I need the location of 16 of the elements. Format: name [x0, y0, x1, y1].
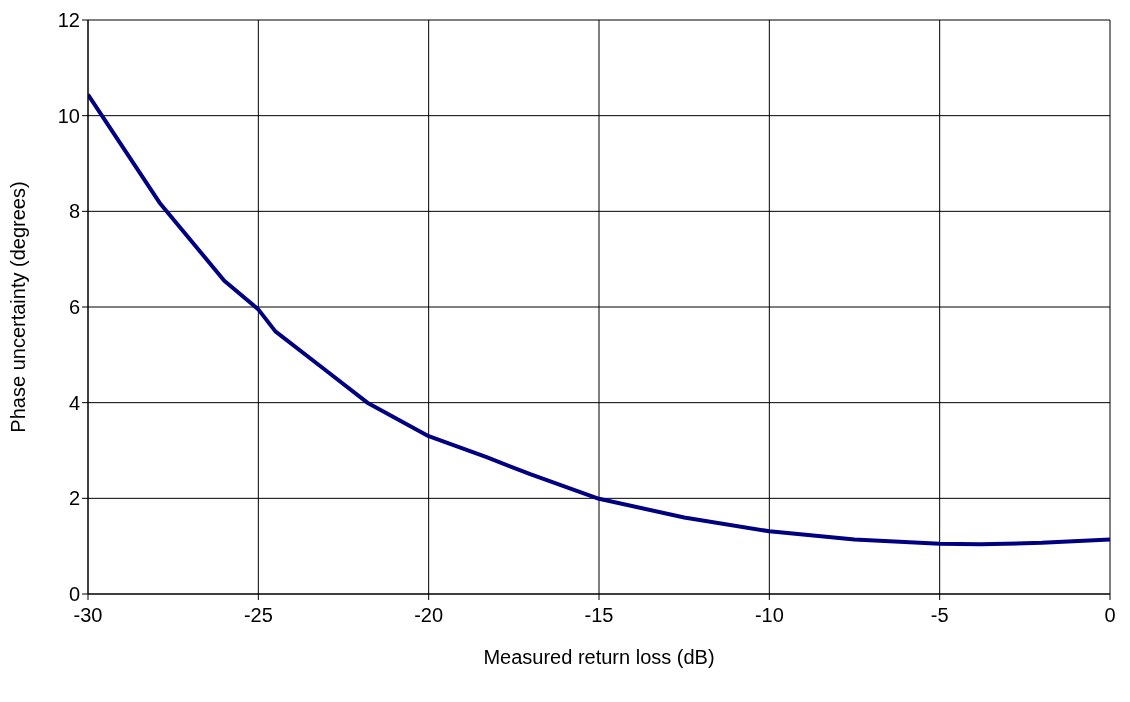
x-tick-label: -15	[584, 604, 614, 627]
y-tick-label: 10	[57, 104, 80, 127]
x-tick-label: -20	[414, 604, 444, 627]
x-tick-label: -10	[754, 604, 784, 627]
x-tick-label: -25	[243, 604, 273, 627]
y-tick-label: 0	[68, 583, 80, 606]
x-axis-title: Measured return loss (dB)	[483, 646, 715, 668]
y-tick-label: 4	[68, 391, 80, 414]
y-tick-label: 2	[68, 487, 80, 510]
x-tick-label: -30	[73, 604, 103, 627]
x-tick-label: -5	[930, 604, 949, 627]
y-tick-label: 8	[68, 200, 80, 223]
x-tick-label: 0	[1104, 604, 1116, 627]
y-axis-title: Phase uncertainty (degrees)	[7, 181, 30, 433]
y-tick-label: 12	[57, 9, 80, 32]
y-tick-label: 6	[68, 296, 80, 319]
